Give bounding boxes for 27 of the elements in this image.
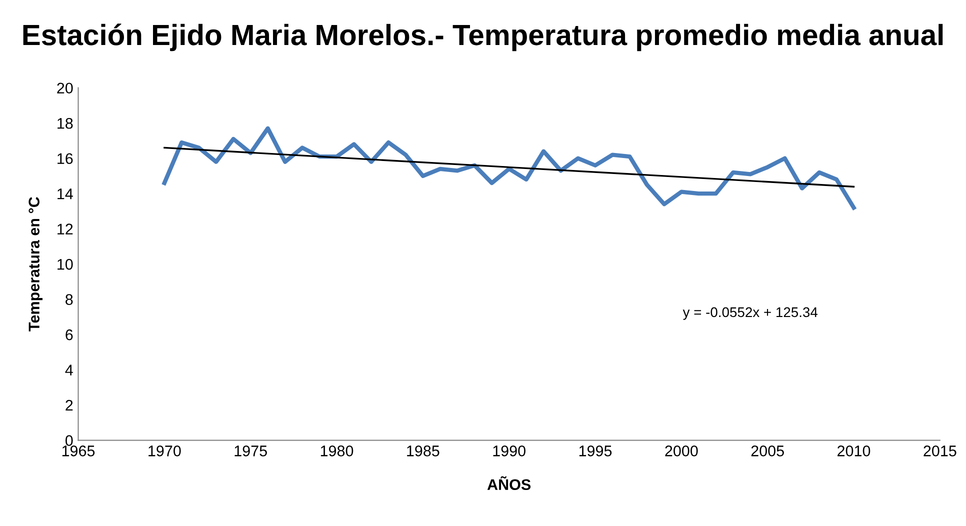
- x-tick-label: 2005: [751, 446, 784, 456]
- x-tick-label: 1965: [62, 446, 95, 456]
- annotation: y = -0.0552x + 125.34: [682, 307, 818, 320]
- y-tick-label: 0: [65, 435, 73, 446]
- x-tick-label: 2015: [924, 446, 956, 456]
- x-tick-label: 1990: [493, 446, 526, 456]
- y-tick-label: 6: [66, 329, 73, 340]
- y-tick-label: 20: [57, 82, 73, 94]
- x-tick-label: 1980: [320, 446, 354, 456]
- y-tick-label: 2: [66, 400, 73, 411]
- y-tick-label: 4: [65, 364, 73, 376]
- y-tick-label: 8: [66, 294, 73, 305]
- x-tick-label: 1985: [407, 446, 440, 456]
- x-tick-label: 1975: [234, 446, 267, 456]
- x-tick-label: 1970: [148, 446, 181, 456]
- y-tick-label: 12: [58, 224, 73, 234]
- y-tick-label: 10: [58, 258, 73, 270]
- y-tick-label: 16: [58, 153, 73, 164]
- y-axis-title: Temperatura en °C: [28, 197, 43, 332]
- y-tick-label: 18: [58, 118, 73, 129]
- line-series: [162, 126, 856, 210]
- x-tick-label: 2010: [838, 446, 870, 456]
- x-tick-label: 1995: [579, 446, 612, 456]
- x-tick-label: 2000: [665, 446, 698, 456]
- x-axis-title: AÑOS: [487, 476, 531, 490]
- y-tick-label: 14: [58, 188, 73, 200]
- chart-title: Estación Ejido Maria Morelos.- Temperatura promedio media anual: [23, 24, 943, 52]
